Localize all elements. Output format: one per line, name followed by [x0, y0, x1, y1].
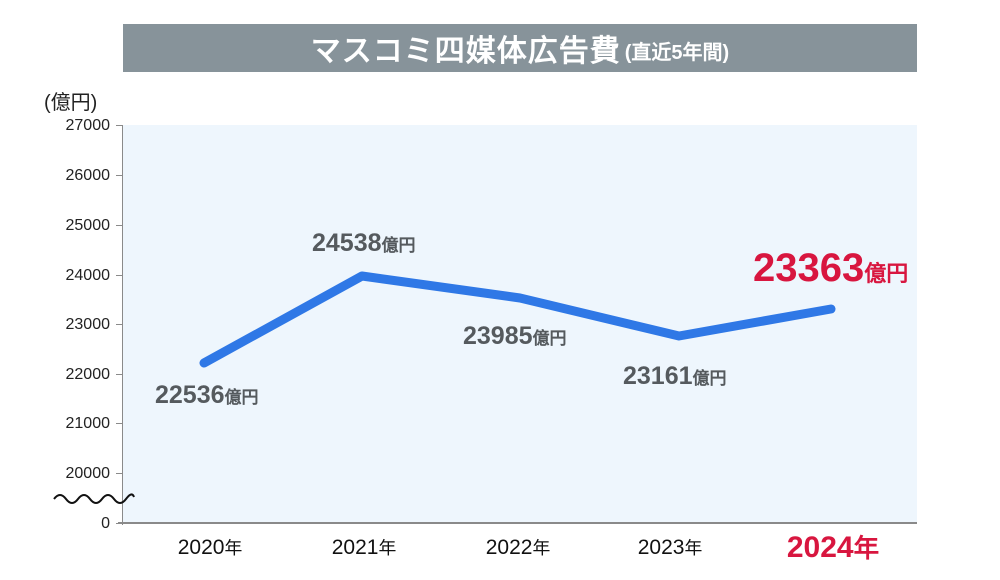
- data-label-2024: 23363億円: [753, 246, 908, 291]
- data-label-2020: 22536億円: [155, 381, 259, 410]
- data-line: [199, 271, 836, 368]
- x-label-year: 2022: [485, 536, 533, 559]
- y-tick-mark: [116, 473, 122, 474]
- data-label-value: 23985: [463, 322, 533, 350]
- x-label-2022: 2022年: [448, 534, 588, 560]
- data-label-value: 23363: [753, 246, 865, 290]
- y-tick-mark: [116, 275, 122, 276]
- y-tick-mark: [116, 125, 122, 126]
- chart-subtitle: (直近5年間): [624, 41, 730, 64]
- x-label-suffix: 年: [532, 538, 551, 558]
- x-label-year: 2024: [786, 531, 854, 564]
- x-label-suffix: 年: [224, 538, 243, 558]
- x-label-suffix: 年: [378, 538, 397, 558]
- data-label-value: 23161: [623, 362, 693, 390]
- chart-title: マスコミ四媒体広告費: [310, 35, 621, 68]
- x-label-2024: 2024年: [763, 528, 903, 565]
- y-tick-label: 20000: [65, 465, 111, 482]
- data-label-2021: 24538億円: [312, 229, 416, 258]
- x-axis-line: [118, 522, 917, 524]
- x-label-2020: 2020年: [140, 534, 280, 560]
- data-label-2023: 23161億円: [623, 362, 727, 391]
- data-label-unit: 億円: [381, 236, 416, 255]
- data-label-2022: 23985億円: [463, 322, 567, 351]
- y-tick-label: 25000: [65, 217, 111, 234]
- y-tick-mark: [116, 225, 122, 226]
- data-label-value: 24538: [312, 229, 382, 257]
- x-label-year: 2021: [331, 536, 379, 559]
- data-label-unit: 億円: [224, 388, 259, 407]
- y-axis-line: [122, 125, 123, 525]
- y-tick-mark: [116, 374, 122, 375]
- axis-break-icon: [53, 493, 135, 504]
- y-tick-mark: [116, 324, 122, 325]
- y-tick-label: 22000: [65, 366, 111, 383]
- y-tick-label: 23000: [65, 316, 111, 333]
- y-tick-label: 24000: [65, 267, 111, 284]
- x-label-2023: 2023年: [600, 534, 740, 560]
- x-label-suffix: 年: [853, 535, 880, 563]
- y-tick-label: 26000: [65, 167, 111, 184]
- y-tick-label: 27000: [65, 117, 111, 134]
- y-tick-mark: [116, 175, 122, 176]
- x-label-suffix: 年: [684, 538, 703, 558]
- y-tick-mark: [116, 423, 122, 424]
- x-label-year: 2020: [177, 536, 225, 559]
- y-tick-label: 21000: [65, 415, 111, 432]
- data-label-value: 22536: [155, 381, 225, 409]
- chart-title-bar: マスコミ四媒体広告費 (直近5年間): [123, 24, 917, 72]
- x-label-2021: 2021年: [294, 534, 434, 560]
- y-axis-unit-label: (億円): [44, 92, 98, 114]
- data-label-unit: 億円: [864, 261, 909, 286]
- data-label-unit: 億円: [692, 369, 727, 388]
- y-tick-mark: [116, 523, 122, 524]
- x-label-year: 2023: [637, 536, 685, 559]
- plot-area: [123, 125, 917, 523]
- y-tick-label: 0: [101, 515, 110, 532]
- data-label-unit: 億円: [532, 329, 567, 348]
